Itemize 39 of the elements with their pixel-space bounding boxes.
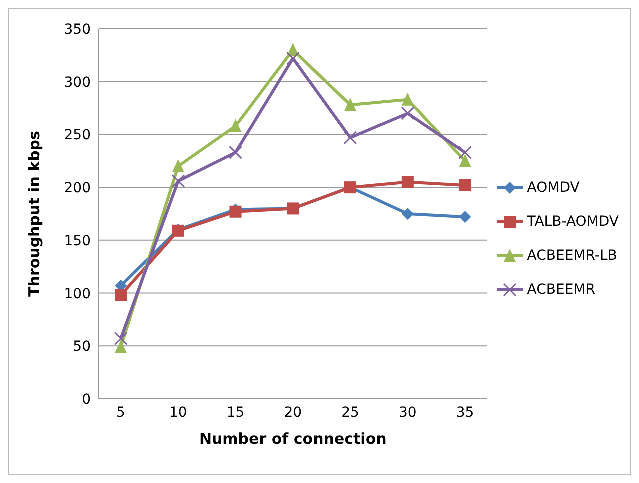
x-tick-label: 35	[456, 404, 474, 421]
y-tick-label: 300	[64, 74, 91, 91]
point	[344, 131, 358, 145]
point	[344, 98, 357, 112]
point	[459, 154, 472, 168]
point	[402, 176, 414, 188]
x-tick-label: 15	[226, 404, 245, 421]
point	[172, 174, 186, 188]
x-tick-label: 5	[116, 404, 126, 421]
y-tick-label: 50	[73, 339, 91, 356]
x-axis-title: Number of connection	[199, 430, 387, 448]
y-tick-label: 100	[64, 286, 91, 302]
point	[402, 92, 414, 106]
point	[230, 119, 242, 132]
y-tick-label: 250	[64, 128, 91, 144]
point	[229, 146, 243, 160]
legend-label: ACBEEMR-LB	[527, 248, 618, 264]
point	[286, 52, 300, 66]
y-tick-label: 350	[64, 22, 91, 38]
point	[114, 332, 128, 346]
legend-label: TALB-AOMDV	[527, 214, 619, 230]
y-tick-label: 150	[64, 233, 91, 250]
point	[115, 340, 127, 354]
point	[459, 211, 472, 224]
y-axis-title: Throughput in kbps	[25, 130, 44, 297]
legend-label: ACBEEMR	[527, 282, 596, 298]
x-tick-label: 10	[169, 404, 188, 421]
point	[459, 179, 472, 192]
y-tick-label: 200	[64, 180, 91, 197]
point	[402, 208, 414, 220]
point	[401, 106, 415, 120]
point	[458, 146, 472, 160]
legend-label: AOMDV	[527, 180, 580, 196]
x-tick-label: 30	[398, 404, 417, 421]
point	[172, 159, 184, 172]
x-tick-label: 25	[342, 404, 360, 421]
y-tick-label: 0	[82, 392, 91, 408]
x-tick-label: 20	[284, 404, 302, 421]
point	[115, 289, 127, 302]
